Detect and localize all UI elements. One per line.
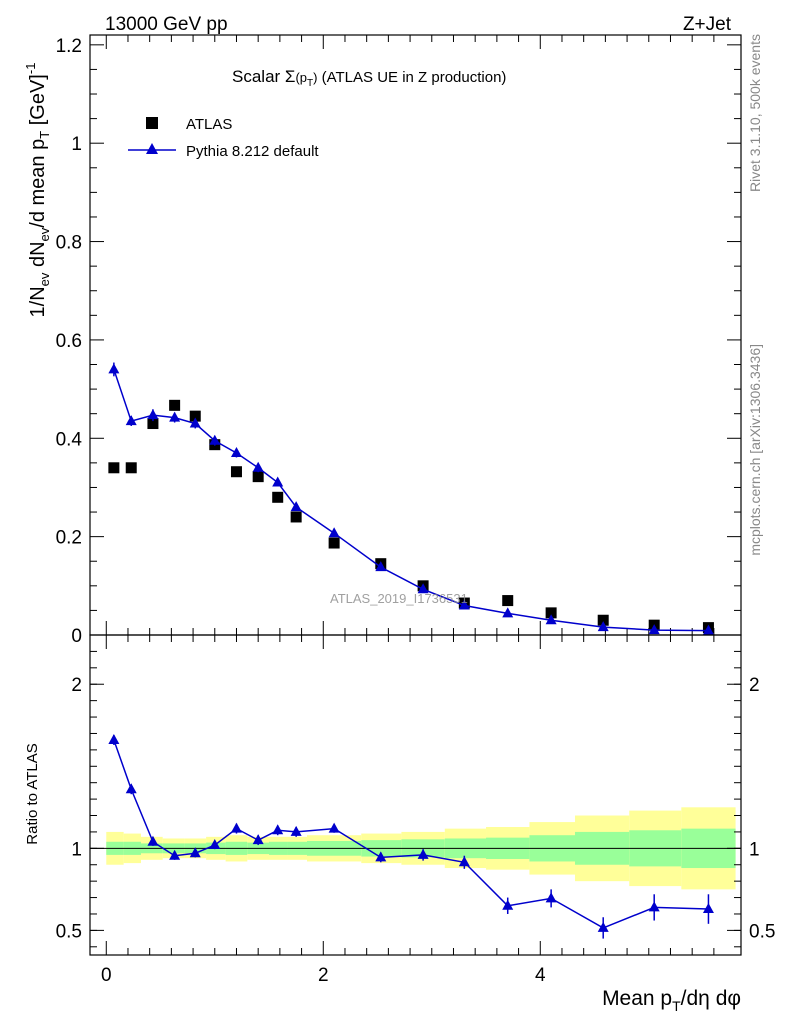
pythia-point	[108, 363, 120, 374]
pythia-point	[417, 583, 429, 594]
main-y-tick-label: 0.4	[56, 429, 83, 450]
ratio-point	[108, 734, 120, 745]
ratio-y-ticks: 0.5 0.5 1 1 2 2	[56, 650, 775, 948]
atlas-data-point	[272, 491, 284, 503]
atlas-data-point	[290, 511, 302, 523]
atlas-data-point	[147, 418, 159, 430]
atlas-data-point	[252, 471, 264, 483]
legend-atlas-label: ATLAS	[186, 116, 232, 133]
pythia-point	[597, 621, 609, 632]
atlas-data-point	[230, 466, 242, 478]
ratio-y-axis-label: Ratio to ATLAS	[24, 743, 41, 844]
rivet-version-label: Rivet 3.1.10, 500k events	[747, 34, 763, 192]
ratio-point	[502, 899, 514, 910]
process-label: Z+Jet	[683, 14, 732, 35]
mcplots-label: mcplots.cern.ch [arXiv:1306.3436]	[747, 344, 763, 556]
main-y-tick-label: 1.2	[56, 36, 82, 57]
pythia-point	[648, 624, 660, 635]
main-y-tick-label: 0	[71, 626, 82, 647]
ratio-point	[272, 824, 284, 835]
ratio-point	[230, 822, 242, 833]
atlas-data-point	[108, 462, 120, 474]
energy-label: 13000 GeV pp	[105, 14, 228, 35]
pythia-point	[328, 527, 340, 538]
ratio-point	[169, 849, 181, 860]
ratio-y-tick-label-right: 2	[749, 675, 760, 696]
pythia-point	[545, 614, 557, 625]
ratio-point	[252, 834, 264, 845]
pythia-point	[209, 434, 221, 445]
pythia-point	[502, 607, 514, 618]
ratio-y-tick-label-right: 1	[749, 839, 760, 860]
x-tick-label: 4	[535, 965, 546, 986]
legend-pythia-label: Pythia 8.212 default	[186, 143, 319, 160]
pythia-point	[147, 409, 159, 420]
main-y-ticks: 0 0.2 0.4 0.6 0.8 1 1.2	[56, 36, 741, 647]
main-marks	[105, 35, 715, 635]
ratio-point	[545, 892, 557, 903]
ratio-point	[417, 848, 429, 859]
pythia-point	[290, 501, 302, 512]
main-panel: 0 0.2 0.4 0.6 0.8 1 1.2 Scalar Σ(pT) (ATLAS UE…	[23, 34, 742, 647]
atlas-data-point	[125, 462, 137, 474]
pythia-point	[169, 411, 181, 422]
main-title: Scalar Σ(pT) (ATLAS UE in Z production)	[232, 67, 506, 89]
x-tick-label: 0	[101, 965, 112, 986]
ratio-y-tick-label: 0.5	[56, 921, 82, 942]
ratio-point	[189, 847, 201, 858]
legend-pythia-marker	[146, 143, 158, 154]
main-y-axis-label: 1/Nev dNev/d mean pT [GeV]-1	[23, 63, 52, 318]
legend: ATLAS Pythia 8.212 default	[128, 116, 319, 160]
pythia-point	[252, 461, 264, 472]
ratio-point	[290, 825, 302, 836]
ratio-point	[648, 901, 660, 912]
ratio-y-tick-label: 2	[71, 675, 82, 696]
atlas-data-point	[502, 595, 514, 607]
ratio-point	[597, 921, 609, 932]
atlas-data-point	[597, 614, 609, 626]
ratio-marks	[90, 734, 741, 939]
ratio-point	[125, 783, 137, 794]
x-axis-label: Mean pT/dη dφ	[602, 987, 741, 1014]
main-y-tick-label: 0.2	[56, 528, 82, 549]
ratio-y-tick-label: 1	[71, 839, 82, 860]
atlas-data-point	[189, 410, 201, 422]
atlas-data-point	[545, 607, 557, 619]
atlas-data-point	[328, 537, 340, 549]
pythia-point	[458, 599, 470, 610]
main-y-tick-label: 0.6	[56, 331, 82, 352]
ratio-point	[209, 839, 221, 850]
pythia-point	[272, 476, 284, 487]
pythia-point	[125, 415, 137, 426]
legend-atlas-marker	[146, 117, 158, 129]
pythia-point	[702, 624, 714, 635]
ratio-point	[375, 851, 387, 862]
ratio-point	[458, 856, 470, 867]
ratio-point	[702, 903, 714, 914]
analysis-watermark: ATLAS_2019_I1736531	[330, 591, 468, 606]
x-tick-label: 2	[318, 965, 329, 986]
pythia-point	[375, 561, 387, 572]
ratio-panel: 0.5 0.5 1 1 2 2 0 2 4 Ratio to ATLAS Mean pT/dη…	[24, 634, 775, 1014]
ratio-y-tick-label-right: 0.5	[749, 921, 775, 942]
ratio-point	[328, 822, 340, 833]
ratio-frame	[89, 634, 742, 956]
pythia-point	[189, 417, 201, 428]
main-y-tick-label: 1	[71, 134, 82, 155]
atlas-data-point	[169, 399, 181, 411]
ratio-point	[147, 835, 159, 846]
pythia-point	[230, 447, 242, 458]
x-ticks: 0 2 4	[101, 635, 715, 986]
main-y-tick-label: 0.8	[56, 233, 82, 254]
